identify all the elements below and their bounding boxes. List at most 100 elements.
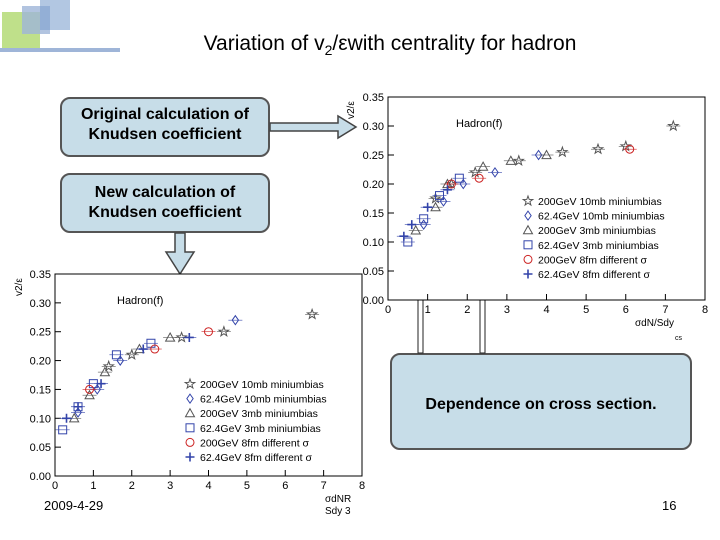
data-point — [164, 331, 176, 342]
data-point — [410, 224, 422, 235]
legend-marker — [523, 254, 533, 264]
x-tick-label: 0 — [385, 304, 391, 316]
x-tick-label: 7 — [662, 304, 668, 316]
arrow-down-icon — [164, 232, 196, 276]
y-tick-label: 0.25 — [30, 327, 51, 339]
legend-marker — [185, 437, 195, 447]
series-cross — [396, 185, 455, 241]
x-tick-label: 1 — [425, 304, 431, 316]
y-tick-label: 0.00 — [30, 471, 51, 483]
x-tick-label: 4 — [543, 304, 549, 316]
y-tick-label: 0.05 — [363, 266, 384, 278]
x-tick-label: 3 — [167, 480, 173, 492]
x-axis-label-subscript: cs — [675, 335, 683, 342]
legend-marker — [522, 224, 534, 235]
data-point — [217, 325, 231, 338]
data-point — [429, 191, 442, 204]
legend-marker — [185, 423, 195, 433]
data-point — [125, 348, 138, 361]
legend-marker — [184, 407, 196, 418]
legend-entry: 62.4GeV 8fm different σ — [200, 452, 312, 464]
plot-frame — [54, 273, 363, 477]
series-star — [101, 307, 320, 372]
legend-entry: 62.4GeV 3mb miniumbias — [200, 423, 321, 435]
x-tick-label: 8 — [359, 480, 365, 492]
x-tick-label: 2 — [464, 304, 470, 316]
x-tick-label: 1 — [90, 480, 96, 492]
data-point — [491, 167, 499, 178]
data-point — [430, 201, 441, 212]
x-tick-label: 6 — [623, 304, 629, 316]
series-square — [400, 173, 467, 247]
legend-entry: 200GeV 8fm different σ — [200, 437, 310, 449]
x-axis-label: σdN/Sdy — [635, 318, 674, 329]
data-point — [99, 366, 111, 377]
y-tick-label: 0.15 — [30, 384, 51, 396]
callout-original: Original calculation of Knudsen coeffici… — [60, 97, 270, 157]
y-tick-label: 0.15 — [363, 208, 384, 220]
y-tick-label: 0.25 — [363, 150, 384, 162]
x-tick-label: 0 — [52, 480, 58, 492]
data-point — [556, 145, 569, 158]
panel-label: Hadron(f) — [117, 295, 163, 307]
legend-marker — [521, 194, 535, 207]
callout-new: New calculation of Knudsen coefficient — [60, 173, 270, 233]
data-point — [102, 359, 115, 372]
x-tick-label: 8 — [702, 304, 708, 316]
data-point — [505, 155, 517, 165]
y-tick-label: 0.35 — [363, 92, 384, 104]
slide-title: Variation of v2/εwith centrality for had… — [203, 32, 577, 59]
x-tick-label: 4 — [205, 480, 211, 492]
x-tick-label: 6 — [282, 480, 288, 492]
data-point — [84, 389, 95, 400]
x-axis-label-denominator: Sdy 3 — [325, 506, 351, 517]
legend-entry: 200GeV 3mb miniumbias — [538, 225, 656, 237]
data-point — [477, 161, 489, 171]
panel-label: Hadron(f) — [456, 118, 502, 130]
legend-entry: 200GeV 10mb miniumbias — [200, 379, 324, 391]
x-tick-label: 2 — [129, 480, 135, 492]
y-axis-label: v2/ε — [14, 278, 25, 296]
callout-dependence: Dependence on cross section. — [390, 353, 692, 450]
data-point — [68, 412, 80, 423]
data-point — [667, 119, 680, 132]
y-tick-label: 0.20 — [363, 179, 384, 191]
y-tick-label: 0.30 — [363, 121, 384, 133]
chart-original: 0 1 2 3 4 5 6 7 8 0.00 0.05 0.10 0.15 0.20 0.25 0.30 0.3… — [346, 92, 708, 342]
corner-decoration — [0, 0, 130, 60]
legend-marker — [186, 393, 194, 404]
series-circle — [82, 327, 216, 394]
arrow-right-icon — [269, 114, 358, 140]
y-tick-label: 0.00 — [363, 295, 384, 307]
legend-marker — [524, 210, 532, 221]
series-cross — [59, 332, 197, 423]
footer-date: 2009-4-29 — [44, 498, 104, 513]
series-circle — [444, 144, 637, 189]
y-tick-label: 0.35 — [30, 269, 51, 281]
data-point — [305, 307, 319, 320]
data-point — [175, 331, 188, 343]
chart-new: 0 1 2 3 4 5 6 7 8 0.00 0.05 0.10 0.15 0.20 0.25 0.30 0.3… — [14, 269, 365, 517]
data-point — [534, 149, 543, 161]
legend-marker — [523, 269, 533, 279]
legend-entry: 62.4GeV 3mb miniumbias — [538, 240, 659, 252]
y-tick-label: 0.10 — [363, 237, 384, 249]
legend-entry: 200GeV 3mb miniumbias — [200, 408, 318, 420]
x-tick-label: 5 — [244, 480, 250, 492]
x-axis-label: σdNR — [325, 494, 351, 505]
data-point — [541, 149, 552, 160]
y-tick-label: 0.10 — [30, 413, 51, 425]
legend-marker — [185, 452, 195, 462]
legend-entry: 62.4GeV 10mb miniumbias — [538, 211, 665, 223]
y-tick-label: 0.05 — [30, 442, 51, 454]
data-point — [231, 314, 240, 326]
x-tick-label: 3 — [504, 304, 510, 316]
page-number: 16 — [662, 498, 677, 513]
legend-entry: 200GeV 10mb miniumbias — [538, 196, 662, 208]
data-point — [468, 165, 482, 178]
x-tick-label: 7 — [321, 480, 327, 492]
legend-marker — [523, 240, 533, 250]
data-point — [512, 154, 525, 167]
legend-marker — [183, 377, 197, 390]
data-point — [591, 142, 605, 155]
